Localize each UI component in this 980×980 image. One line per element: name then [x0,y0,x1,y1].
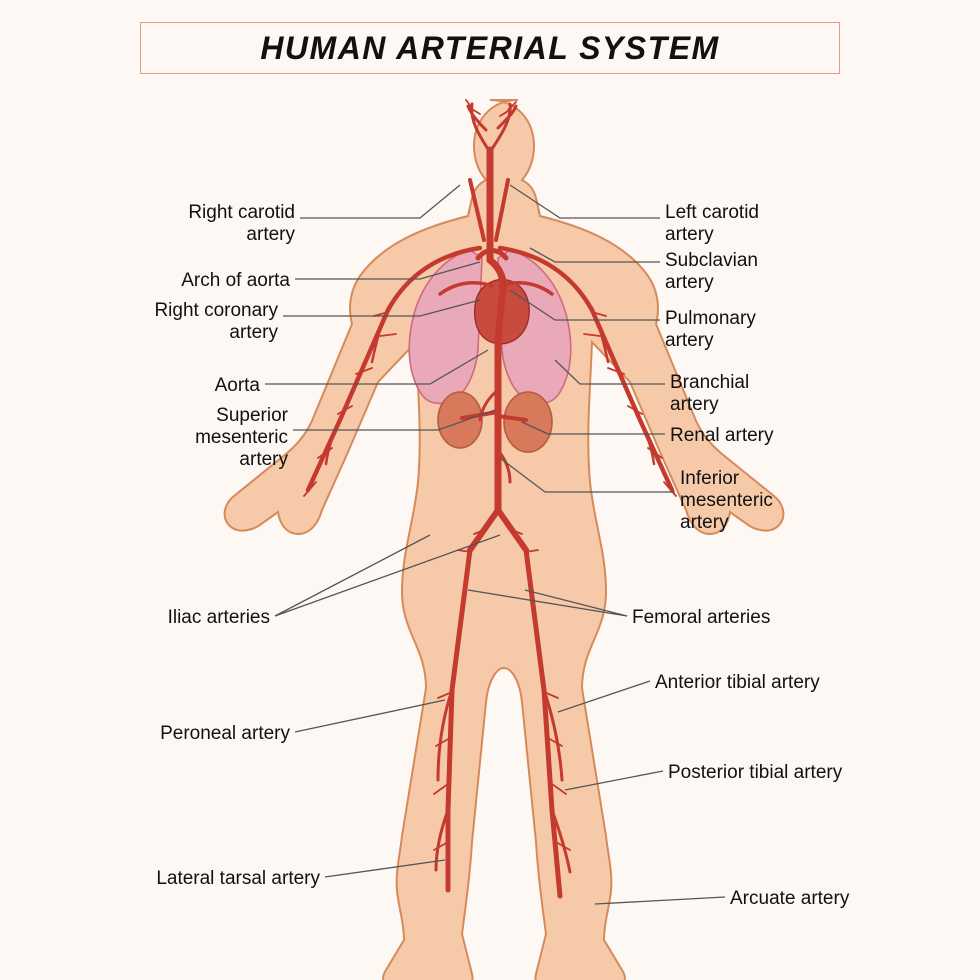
label-aorta: Aorta [215,375,260,397]
leaders-svg [0,90,980,980]
label-renal-artery: Renal artery [670,425,774,447]
label-peroneal-artery: Peroneal artery [160,723,290,745]
label-arcuate-artery: Arcuate artery [730,888,849,910]
label-superior-mesenteric: Superior mesenteric artery [195,405,288,471]
label-left-carotid: Left carotid artery [665,202,759,246]
label-arch-of-aorta: Arch of aorta [181,270,290,292]
label-pulmonary-artery: Pulmonary artery [665,308,756,352]
title-box: HUMAN ARTERIAL SYSTEM [140,22,840,74]
label-subclavian-artery: Subclavian artery [665,250,758,294]
label-iliac-arteries: Iliac arteries [168,607,270,629]
label-right-carotid: Right carotid artery [188,202,295,246]
label-branchial-artery: Branchial artery [670,372,749,416]
label-femoral-arteries: Femoral arteries [632,607,770,629]
label-anterior-tibial: Anterior tibial artery [655,672,820,694]
label-inferior-mesenteric: Inferior mesenteric artery [680,468,773,534]
diagram-figure: Right carotid artery Arch of aorta Right c… [0,90,980,980]
label-lateral-tarsal: Lateral tarsal artery [156,868,320,890]
label-posterior-tibial: Posterior tibial artery [668,762,842,784]
page-title: HUMAN ARTERIAL SYSTEM [260,30,719,67]
label-right-coronary: Right coronary artery [154,300,278,344]
